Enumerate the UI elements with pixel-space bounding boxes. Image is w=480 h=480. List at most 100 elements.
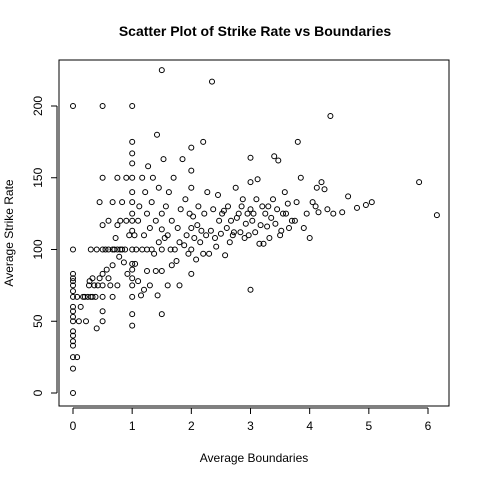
data-point: [315, 209, 322, 216]
data-point: [286, 225, 292, 231]
data-point: [362, 202, 369, 208]
data-point: [146, 225, 153, 231]
data-point: [201, 210, 208, 217]
data-point: [183, 232, 190, 239]
data-point: [327, 113, 334, 119]
data-point: [171, 246, 178, 253]
data-point: [154, 131, 160, 138]
data-point: [204, 189, 211, 196]
data-point: [260, 240, 267, 247]
data-point: [190, 213, 197, 220]
x-tick-label: 3: [247, 419, 254, 433]
data-point: [222, 252, 229, 259]
data-point: [168, 262, 175, 269]
data-point: [188, 167, 195, 174]
data-point: [149, 174, 156, 181]
data-point: [117, 217, 124, 224]
data-point: [70, 354, 76, 361]
data-point: [354, 204, 360, 211]
data-point: [70, 365, 76, 372]
data-point: [223, 225, 230, 231]
data-point: [70, 338, 76, 345]
x-tick-label: 1: [129, 419, 136, 433]
data-point: [135, 278, 142, 285]
data-point: [105, 246, 112, 253]
data-point: [119, 246, 126, 253]
data-point: [215, 192, 221, 198]
data-point: [155, 184, 162, 191]
data-point: [87, 246, 94, 253]
data-point: [155, 239, 162, 246]
data-point: [70, 318, 76, 325]
data-point: [294, 138, 301, 145]
data-point: [70, 275, 76, 282]
data-point: [272, 220, 279, 227]
data-point: [185, 250, 192, 257]
data-point: [339, 209, 346, 216]
data-point: [70, 390, 76, 396]
data-point: [70, 342, 76, 349]
data-point: [74, 293, 81, 300]
data-point: [120, 259, 127, 266]
data-point: [288, 217, 295, 224]
data-point: [165, 189, 172, 196]
data-point: [158, 67, 165, 74]
data-point: [136, 203, 143, 210]
data-point: [312, 203, 319, 210]
data-point: [107, 282, 114, 289]
data-point: [124, 270, 131, 277]
x-tick-label: 6: [425, 419, 432, 433]
data-point: [99, 222, 106, 229]
data-point: [193, 256, 200, 263]
data-point: [297, 174, 304, 181]
data-point: [176, 239, 183, 246]
data-point: [191, 235, 198, 241]
data-point: [152, 268, 159, 274]
data-point: [129, 246, 136, 253]
data-point: [92, 293, 99, 300]
data-point: [247, 154, 254, 161]
data-point: [83, 318, 89, 325]
data-point: [141, 286, 147, 293]
data-point: [158, 246, 165, 253]
data-point: [345, 193, 352, 200]
x-tick-label: 0: [70, 419, 77, 433]
data-point: [247, 286, 254, 293]
data-point: [194, 222, 201, 229]
data-point: [259, 203, 266, 210]
data-point: [141, 232, 147, 239]
data-point: [148, 246, 155, 253]
data-point: [158, 226, 165, 233]
data-point: [188, 225, 195, 231]
data-point: [132, 260, 139, 267]
data-point: [89, 275, 96, 282]
data-point: [170, 174, 177, 181]
data-point: [112, 235, 119, 241]
data-point: [158, 210, 165, 217]
data-point: [164, 282, 171, 289]
data-point: [188, 246, 195, 253]
data-point: [247, 179, 254, 186]
data-point: [119, 199, 126, 206]
data-point: [230, 229, 237, 236]
data-point: [96, 275, 103, 282]
data-point: [99, 282, 106, 289]
data-point: [167, 246, 174, 253]
data-point: [275, 157, 282, 164]
data-point: [129, 199, 136, 206]
data-point: [129, 322, 136, 329]
data-point: [306, 235, 313, 241]
data-point: [94, 282, 101, 289]
data-point: [116, 253, 123, 260]
data-point: [129, 150, 136, 157]
data-point: [181, 242, 188, 249]
data-point: [129, 138, 136, 145]
data-point: [254, 176, 261, 183]
data-point: [161, 235, 168, 241]
data-point: [89, 293, 96, 300]
data-point: [99, 174, 106, 181]
data-point: [105, 275, 112, 282]
data-point: [129, 266, 136, 273]
data-point: [252, 229, 259, 236]
data-point: [102, 246, 109, 253]
